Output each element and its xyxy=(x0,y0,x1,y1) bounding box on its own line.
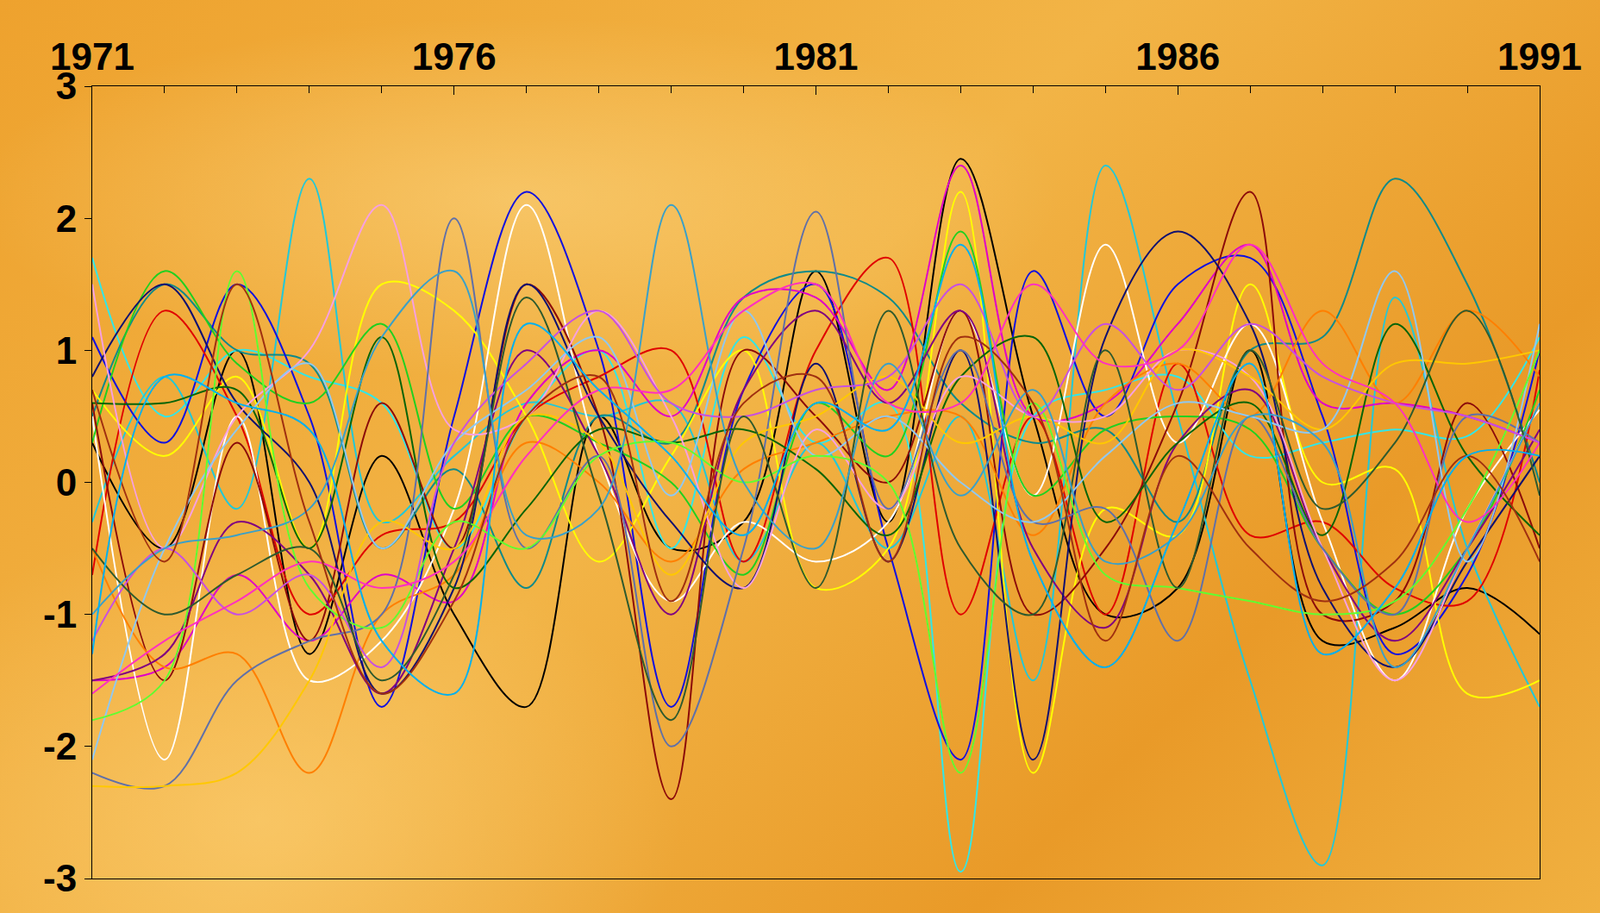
svg-text:2: 2 xyxy=(56,197,77,240)
svg-text:-3: -3 xyxy=(43,856,77,900)
svg-text:0: 0 xyxy=(56,461,77,504)
svg-text:-1: -1 xyxy=(43,593,77,636)
svg-text:-2: -2 xyxy=(43,725,77,768)
svg-text:1971: 1971 xyxy=(50,35,135,78)
svg-text:1991: 1991 xyxy=(1497,35,1582,78)
svg-text:3: 3 xyxy=(56,64,77,107)
svg-text:1: 1 xyxy=(56,329,77,372)
svg-text:1986: 1986 xyxy=(1135,35,1220,78)
svg-text:1981: 1981 xyxy=(774,35,859,78)
svg-text:1976: 1976 xyxy=(412,35,497,78)
